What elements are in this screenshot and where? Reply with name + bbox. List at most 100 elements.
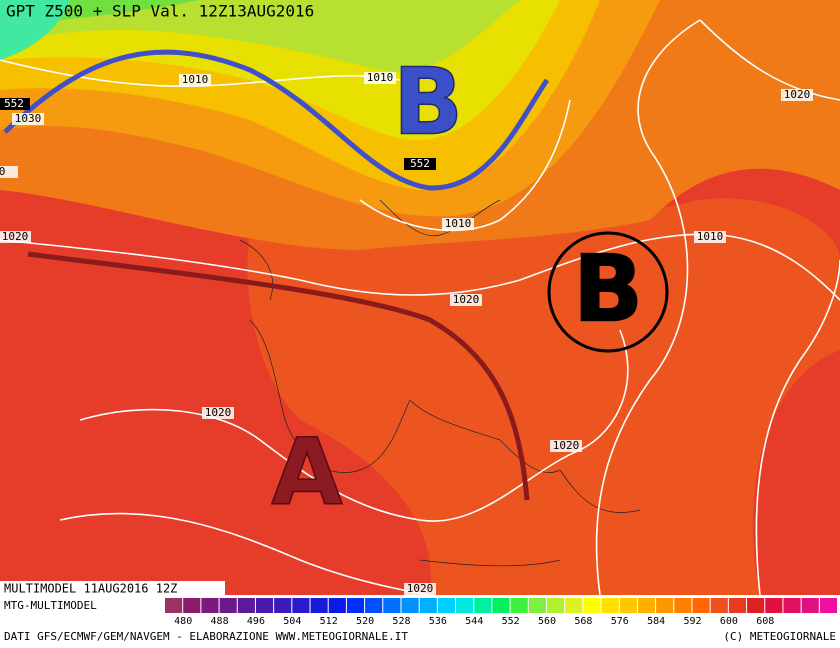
pressure-center: B xyxy=(393,48,463,155)
colorbar-swatch xyxy=(710,598,728,613)
run-box xyxy=(0,581,225,596)
run-label: MULTIMODEL 11AUG2016 12Z xyxy=(4,582,177,596)
colorbar-swatch xyxy=(437,598,456,613)
low-circle xyxy=(547,231,669,353)
isobar xyxy=(595,19,701,595)
isobar-label: 1020 xyxy=(205,406,232,419)
colorbar-label: 592 xyxy=(683,616,701,627)
colorbar-label: 536 xyxy=(429,616,447,627)
colorbar-swatch xyxy=(237,598,255,613)
trough-axis xyxy=(3,49,550,191)
colorbar-swatch xyxy=(219,598,237,613)
isobar xyxy=(755,259,840,595)
colorbar-label: 576 xyxy=(611,616,629,627)
isobar-label-bg xyxy=(179,74,211,86)
colorbar-swatch xyxy=(747,598,765,613)
colorbar-swatch xyxy=(474,598,492,613)
isobar-label: 552 xyxy=(410,157,430,170)
colorbar-label: 552 xyxy=(502,616,520,627)
colorbar-swatch xyxy=(565,598,583,613)
colorbar-swatch xyxy=(619,598,637,613)
colorbar-swatch xyxy=(583,598,601,613)
colorbar-label: 584 xyxy=(647,616,665,627)
colorbar-swatch xyxy=(274,598,292,613)
colorbar-label: 520 xyxy=(356,616,374,627)
colorbar-label: 568 xyxy=(574,616,592,627)
product-label: MTG-MULTIMODEL xyxy=(4,599,97,612)
colorbar-swatch xyxy=(528,598,546,613)
isobar-label-bg xyxy=(0,166,18,178)
colorbar-label: 608 xyxy=(756,616,774,627)
colorbar-label: 480 xyxy=(174,616,192,627)
isobar-label-bg xyxy=(404,158,436,170)
colorbar-swatch xyxy=(310,598,328,613)
colorbar-swatch xyxy=(165,598,183,613)
isobar-label: 1020 xyxy=(2,230,29,243)
colorbar-label: 504 xyxy=(283,616,301,627)
isobar-labels: 1010 1010 1020 552 1030 0 552 1010 1020 1010 1020 1… xyxy=(0,71,813,595)
colorbar-label: 496 xyxy=(247,616,265,627)
coastline xyxy=(239,199,641,567)
map-title: GPT Z500 + SLP Val. 12Z13AUG2016 xyxy=(6,2,314,21)
isobar-label: 552 xyxy=(4,97,24,110)
colorbar-swatch xyxy=(783,598,801,613)
isobar-label: 1010 xyxy=(182,73,209,86)
isobar-label-bg xyxy=(550,440,582,452)
isobar-label: 1020 xyxy=(553,439,580,452)
colorbar-label: 600 xyxy=(720,616,738,627)
isobar-label: 1020 xyxy=(453,293,480,306)
pressure-center: A xyxy=(271,418,342,525)
colorbar-swatch xyxy=(292,598,310,613)
colorbar-swatch xyxy=(801,598,819,613)
colorbar-swatch xyxy=(546,598,565,613)
colorbar-swatch xyxy=(328,598,346,613)
isobar-label-bg xyxy=(694,231,726,243)
colorbar-swatch xyxy=(656,598,674,613)
colorbar-swatch xyxy=(201,598,219,613)
isobar-label: 1010 xyxy=(445,217,472,230)
colorbar-swatch xyxy=(383,598,401,613)
colorbar-swatch xyxy=(692,598,710,613)
pressure-center: B xyxy=(573,235,643,342)
colorbar-label: 544 xyxy=(465,616,483,627)
isobar xyxy=(0,233,840,301)
colorbar-swatch xyxy=(674,598,692,613)
colorbar-swatch xyxy=(492,598,510,613)
source-label: DATI GFS/ECMWF/GEM/NAVGEM - ELABORAZIONE… xyxy=(4,630,408,643)
colorbar-label: 528 xyxy=(392,616,410,627)
isobar-label: 1020 xyxy=(407,582,434,595)
isobar-label: 1010 xyxy=(367,71,394,84)
isobar-label: 1010 xyxy=(697,230,724,243)
colorbar-swatch xyxy=(346,598,365,613)
colorbar-swatch xyxy=(510,598,528,613)
field-band xyxy=(0,0,70,60)
colorbar-swatch xyxy=(819,598,837,613)
ridge-axis xyxy=(27,251,530,501)
isobar xyxy=(699,19,840,101)
colorbar-swatch xyxy=(728,598,747,613)
isobar-label: 1020 xyxy=(784,88,811,101)
isobar-label-bg xyxy=(364,72,396,84)
isobar xyxy=(59,512,431,595)
isobar xyxy=(0,59,401,88)
isobar-label-bg xyxy=(202,407,234,419)
isobar-label-bg xyxy=(12,113,44,125)
isobar-label-bg xyxy=(450,294,482,306)
isobar-label: 0 xyxy=(0,165,5,178)
colorbar-swatch xyxy=(183,598,201,613)
isobar-label-bg xyxy=(0,98,30,110)
field-band xyxy=(247,198,840,595)
map: 1010 1010 1020 552 1030 0 552 1010 1020 1010 1020 1… xyxy=(0,0,840,595)
colorbar-label: 560 xyxy=(538,616,556,627)
colorbar-swatch xyxy=(456,598,474,613)
pressure-centers: B B A xyxy=(271,48,644,527)
colorbar-swatch xyxy=(765,598,783,613)
isobar-label-bg xyxy=(442,218,474,230)
colorbar: 480 488 496 504 512 520 528 536 544 552 560 568 576 5… xyxy=(165,598,837,627)
isobar-label-bg xyxy=(0,231,31,243)
colorbar-swatch xyxy=(255,598,274,613)
copyright-label: (C) METEOGIORNALE xyxy=(723,630,836,643)
isobar xyxy=(359,99,571,232)
isobar-label-bg xyxy=(781,89,813,101)
